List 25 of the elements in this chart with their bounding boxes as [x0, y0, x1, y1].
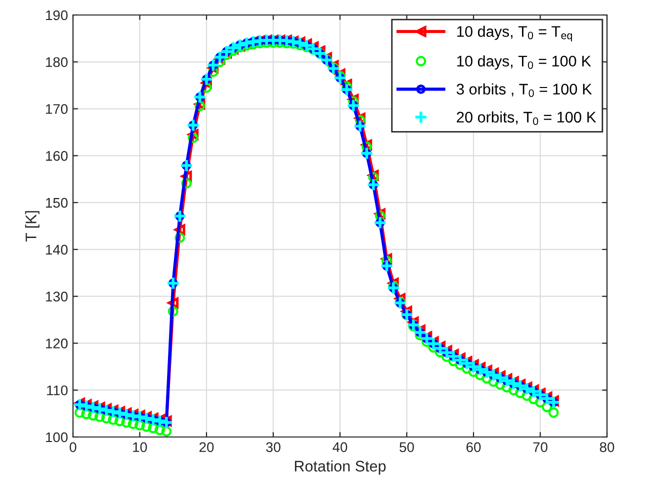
legend-label: 20 orbits, T$_{0}$ = 100 K [456, 111, 596, 125]
x-tick-label: 60 [466, 442, 481, 452]
x-tick-label: 0 [70, 442, 76, 452]
y-tick-label: 120 [46, 338, 68, 348]
legend-label: 3 orbits , T$_{0}$ = 100 K [456, 83, 592, 97]
x-tick-label: 50 [400, 442, 414, 452]
y-tick-label: 150 [46, 198, 68, 208]
legend-label: 10 days, T$_{0}$ = 100 K [457, 55, 592, 70]
y-tick-label: 170 [46, 104, 68, 114]
y-tick-label: 100 [46, 432, 68, 442]
y-axis-title: T [K] [25, 211, 40, 242]
y-tick-label: 180 [46, 57, 68, 68]
y-tick-label: 140 [46, 244, 68, 255]
x-tick-label: 40 [332, 442, 348, 452]
y-tick-label: 160 [46, 151, 68, 161]
x-tick-label: 70 [533, 442, 548, 452]
x-axis-title: Rotation Step [294, 460, 386, 475]
y-tick-label: 130 [46, 292, 68, 302]
x-tick-label: 10 [133, 442, 147, 452]
x-tick-label: 30 [266, 442, 280, 452]
y-tick-label: 190 [46, 10, 68, 20]
y-tick-label: 110 [47, 385, 68, 396]
legend-label: 10 days, T$_{0}$ = T$_{eq}$ [457, 26, 572, 42]
x-tick-label: 20 [199, 442, 214, 452]
x-tick-label: 80 [600, 442, 614, 452]
